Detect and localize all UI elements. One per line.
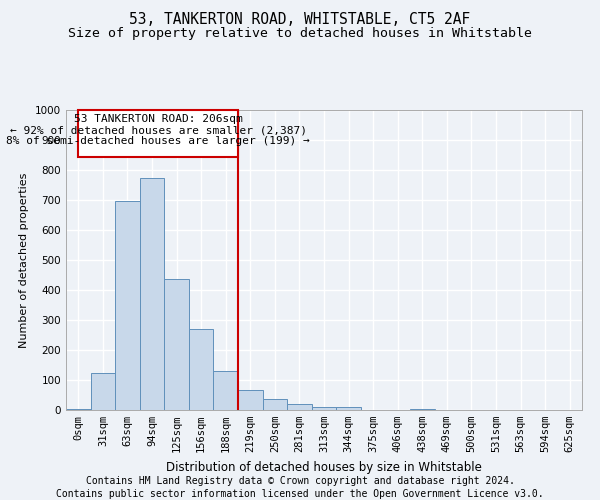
Bar [312, 407, 336, 410]
Bar [336, 407, 361, 410]
Bar [164, 278, 189, 410]
Bar [140, 178, 164, 410]
Text: Contains HM Land Registry data © Crown copyright and database right 2024.: Contains HM Land Registry data © Crown c… [86, 476, 514, 486]
Text: 8% of semi-detached houses are larger (199) →: 8% of semi-detached houses are larger (1… [6, 136, 310, 146]
Bar [66, 408, 91, 410]
Bar [115, 200, 140, 410]
Bar [263, 398, 287, 410]
Bar [189, 329, 214, 410]
Bar [238, 390, 263, 410]
Bar [214, 371, 238, 410]
Y-axis label: Number of detached properties: Number of detached properties [19, 172, 29, 348]
Bar [410, 408, 434, 410]
Bar [91, 372, 115, 410]
Text: 53, TANKERTON ROAD, WHITSTABLE, CT5 2AF: 53, TANKERTON ROAD, WHITSTABLE, CT5 2AF [130, 12, 470, 28]
X-axis label: Distribution of detached houses by size in Whitstable: Distribution of detached houses by size … [166, 460, 482, 473]
Text: Contains public sector information licensed under the Open Government Licence v3: Contains public sector information licen… [56, 489, 544, 499]
Text: ← 92% of detached houses are smaller (2,387): ← 92% of detached houses are smaller (2,… [10, 126, 307, 136]
Text: Size of property relative to detached houses in Whitstable: Size of property relative to detached ho… [68, 28, 532, 40]
Text: 53 TANKERTON ROAD: 206sqm: 53 TANKERTON ROAD: 206sqm [74, 114, 242, 124]
FancyBboxPatch shape [78, 110, 238, 156]
Bar [287, 404, 312, 410]
